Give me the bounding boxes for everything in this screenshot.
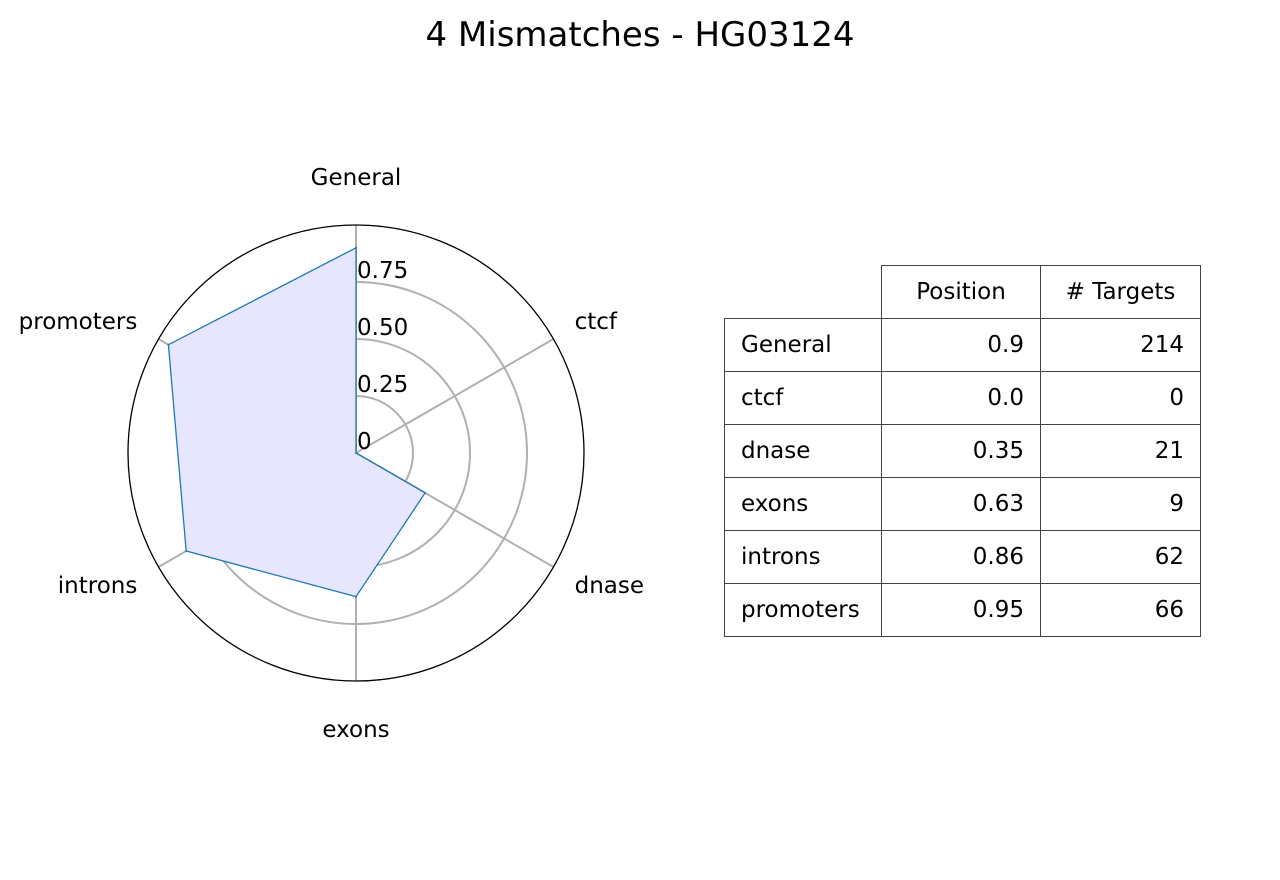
table-cell-targets: 0 bbox=[1040, 371, 1201, 425]
data-point-exons bbox=[355, 595, 357, 598]
radial-tick-label: 0.25 bbox=[357, 372, 408, 398]
table-row: exons 0.63 9 bbox=[724, 477, 1201, 531]
category-label-introns: introns bbox=[58, 573, 138, 599]
spoke-line bbox=[355, 338, 554, 454]
data-point-dnase bbox=[424, 491, 427, 494]
category-label-promoters: promoters bbox=[19, 309, 138, 335]
data-table: Position # Targets General 0.9 214 ctcf … bbox=[724, 265, 1201, 637]
data-point-ctcf bbox=[355, 452, 357, 454]
table-cell-category: ctcf bbox=[724, 371, 882, 425]
data-point-introns bbox=[185, 550, 188, 553]
table-cell-category: promoters bbox=[724, 583, 882, 637]
data-point-promoters bbox=[167, 343, 170, 346]
radial-tick-label: 0 bbox=[357, 429, 372, 455]
data-point-General bbox=[355, 246, 357, 249]
category-label-exons: exons bbox=[322, 717, 389, 743]
category-label-General: General bbox=[311, 165, 402, 191]
table-row: promoters 0.95 66 bbox=[724, 583, 1201, 637]
table-header-row: Position # Targets bbox=[724, 265, 1201, 319]
table-cell-category: introns bbox=[724, 530, 882, 584]
data-area-fill bbox=[168, 247, 426, 597]
outer-frame-circle bbox=[127, 224, 585, 682]
table-cell-category: dnase bbox=[724, 424, 882, 478]
table-cell-targets: 66 bbox=[1040, 583, 1201, 637]
category-label-dnase: dnase bbox=[575, 573, 644, 599]
radar-labels: 0 0.25 0.50 0.75 General ctcf dnase exons intron… bbox=[19, 165, 644, 743]
table-cell-targets: 9 bbox=[1040, 477, 1201, 531]
radar-data bbox=[167, 246, 427, 598]
table-row: dnase 0.35 21 bbox=[724, 424, 1201, 478]
table-header-corner bbox=[724, 265, 882, 319]
table-row: ctcf 0.0 0 bbox=[724, 371, 1201, 425]
category-label-ctcf: ctcf bbox=[575, 309, 618, 335]
table-row: General 0.9 214 bbox=[724, 318, 1201, 372]
table-cell-position: 0.63 bbox=[881, 477, 1041, 531]
table-cell-position: 0.35 bbox=[881, 424, 1041, 478]
table-cell-category: General bbox=[724, 318, 882, 372]
table-row: introns 0.86 62 bbox=[724, 530, 1201, 584]
table-header-position: Position bbox=[881, 265, 1041, 319]
table-cell-category: exons bbox=[724, 477, 882, 531]
table-cell-position: 0.9 bbox=[881, 318, 1041, 372]
table-header-targets: # Targets bbox=[1040, 265, 1201, 319]
table-cell-targets: 21 bbox=[1040, 424, 1201, 478]
table-cell-position: 0.0 bbox=[881, 371, 1041, 425]
radial-tick-label: 0.75 bbox=[357, 258, 408, 284]
radial-tick-label: 0.50 bbox=[357, 315, 408, 341]
table-cell-position: 0.95 bbox=[881, 583, 1041, 637]
table-cell-position: 0.86 bbox=[881, 530, 1041, 584]
table-cell-targets: 214 bbox=[1040, 318, 1201, 372]
table-cell-targets: 62 bbox=[1040, 530, 1201, 584]
chart-title: 4 Mismatches - HG03124 bbox=[425, 15, 854, 55]
